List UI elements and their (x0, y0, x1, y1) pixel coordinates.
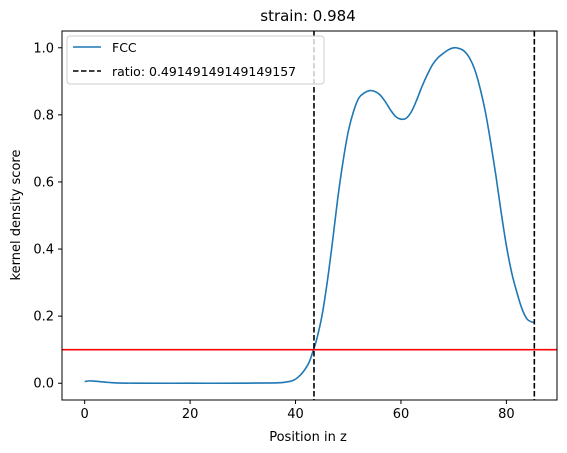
legend-label-ratio: ratio: 0.49149149149149157 (112, 64, 296, 79)
axis-ticks: 0 20 40 60 80 0.0 0.2 0.4 0.6 0.8 1.0 (33, 41, 514, 422)
y-tick-label: 0.6 (33, 175, 54, 190)
y-axis-label: kernel density score (9, 150, 24, 281)
y-tick-label: 1.0 (33, 41, 54, 56)
fcc-density-line (84, 46, 535, 385)
chart-title: strain: 0.984 (260, 7, 356, 25)
legend-box (66, 35, 325, 85)
y-tick-label: 0.4 (33, 243, 54, 258)
axes-frame (61, 30, 558, 401)
x-tick-label: 20 (182, 407, 199, 422)
legend: FCC ratio: 0.49149149149149157 (66, 35, 325, 85)
y-tick-label: 0.8 (33, 108, 54, 123)
x-tick-label: 80 (498, 407, 515, 422)
x-tick-label: 0 (81, 407, 89, 422)
y-tick-label: 0.2 (33, 310, 54, 325)
legend-label-fcc: FCC (112, 40, 137, 55)
plot-area (62, 31, 557, 400)
x-tick-label: 60 (393, 407, 410, 422)
y-tick-label: 0.0 (33, 377, 54, 392)
x-axis-label: Position in z (269, 430, 347, 445)
x-tick-label: 40 (287, 407, 304, 422)
